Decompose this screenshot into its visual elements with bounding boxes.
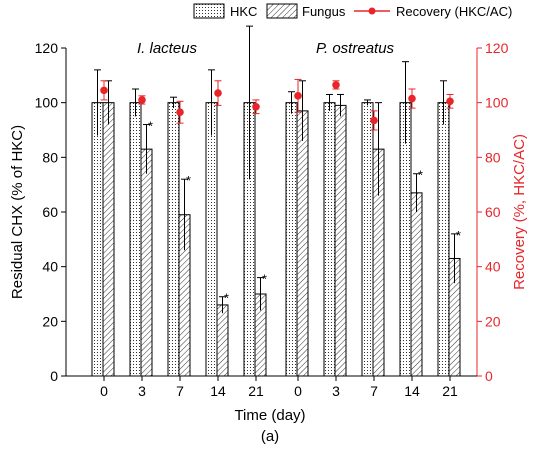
y-tick-label: 40 xyxy=(42,259,58,275)
recovery-point xyxy=(138,96,146,104)
right-axis-ticks: 0 20 40 60 80 100 120 xyxy=(477,40,509,384)
legend-label-fungus: Fungus xyxy=(302,4,346,19)
x-tick-label: 3 xyxy=(138,383,146,399)
fungus-bar xyxy=(334,104,347,377)
legend: HKC Fungus Recovery (HKC/AC) xyxy=(193,3,512,19)
legend-label-hkc: HKC xyxy=(230,4,257,19)
hkc-bar xyxy=(285,102,298,377)
fungus-bar xyxy=(216,304,229,377)
recovery-point xyxy=(214,89,222,97)
x-axis-label: Time (day) xyxy=(234,407,305,424)
recovery-point xyxy=(100,86,108,95)
significance-marker: * xyxy=(262,272,267,287)
y2-tick-label: 20 xyxy=(485,313,501,329)
y2-tick-label: 40 xyxy=(485,259,501,275)
y-tick-label: 80 xyxy=(42,149,58,165)
y-tick-label: 0 xyxy=(50,368,58,384)
bars-layer: * * * * * * xyxy=(91,25,461,377)
hkc-bar xyxy=(361,102,374,377)
significance-marker: * xyxy=(186,173,191,188)
y2-tick-label: 80 xyxy=(485,149,501,165)
y-tick-label: 20 xyxy=(42,313,58,329)
x-tick-label: 21 xyxy=(248,383,264,399)
legend-label-recovery: Recovery (HKC/AC) xyxy=(396,4,512,19)
x-tick-label: 0 xyxy=(294,383,302,399)
y-tick-label: 120 xyxy=(35,40,59,56)
hkc-bar xyxy=(91,102,104,377)
y-tick-label: 60 xyxy=(42,204,58,220)
x-axis-ticks: 0 3 7 14 21 0 3 7 14 21 xyxy=(100,376,458,399)
legend-swatch-fungus xyxy=(266,3,298,19)
hkc-bar xyxy=(323,102,336,377)
fungus-bar xyxy=(140,148,153,377)
group-label-i-lacteus: I. lacteus xyxy=(137,40,198,57)
x-tick-label: 14 xyxy=(210,383,226,399)
y-tick-label: 100 xyxy=(35,95,59,111)
hkc-bar xyxy=(129,102,142,377)
x-tick-label: 7 xyxy=(176,383,184,399)
left-axis-ticks: 0 20 40 60 80 100 120 xyxy=(35,40,66,384)
y2-axis-label: Recovery (%, HKC/AC) xyxy=(511,134,528,290)
legend-marker-recovery xyxy=(368,7,376,15)
x-tick-label: 7 xyxy=(370,383,378,399)
x-tick-label: 3 xyxy=(332,383,340,399)
recovery-point xyxy=(332,81,340,89)
recovery-point xyxy=(408,94,416,103)
recovery-point xyxy=(252,102,260,111)
y2-tick-label: 100 xyxy=(485,95,509,111)
recovery-point xyxy=(176,108,184,117)
y-axis-label: Residual CHX (% of HKC) xyxy=(9,125,26,299)
y2-tick-label: 120 xyxy=(485,40,509,56)
legend-swatch-hkc xyxy=(193,3,225,19)
caption: (a) xyxy=(261,428,279,445)
significance-marker: * xyxy=(224,291,229,306)
recovery-point xyxy=(370,116,378,125)
hkc-bar xyxy=(437,102,450,377)
recovery-point xyxy=(294,92,302,100)
significance-marker: * xyxy=(148,119,153,134)
fungus-bar xyxy=(102,102,115,377)
significance-marker: * xyxy=(418,168,423,183)
x-tick-label: 21 xyxy=(442,383,458,399)
group-label-p-ostreatus: P. ostreatus xyxy=(316,40,395,57)
recovery-layer xyxy=(100,78,454,131)
hkc-bar xyxy=(167,102,180,377)
x-tick-label: 0 xyxy=(100,383,108,399)
fungus-bar xyxy=(410,192,423,377)
y2-tick-label: 60 xyxy=(485,204,501,220)
hkc-bar xyxy=(205,102,218,377)
significance-marker: * xyxy=(456,228,461,243)
x-tick-label: 14 xyxy=(404,383,420,399)
y2-tick-label: 0 xyxy=(485,368,493,384)
recovery-point xyxy=(446,97,454,106)
fungus-bar xyxy=(296,110,309,377)
